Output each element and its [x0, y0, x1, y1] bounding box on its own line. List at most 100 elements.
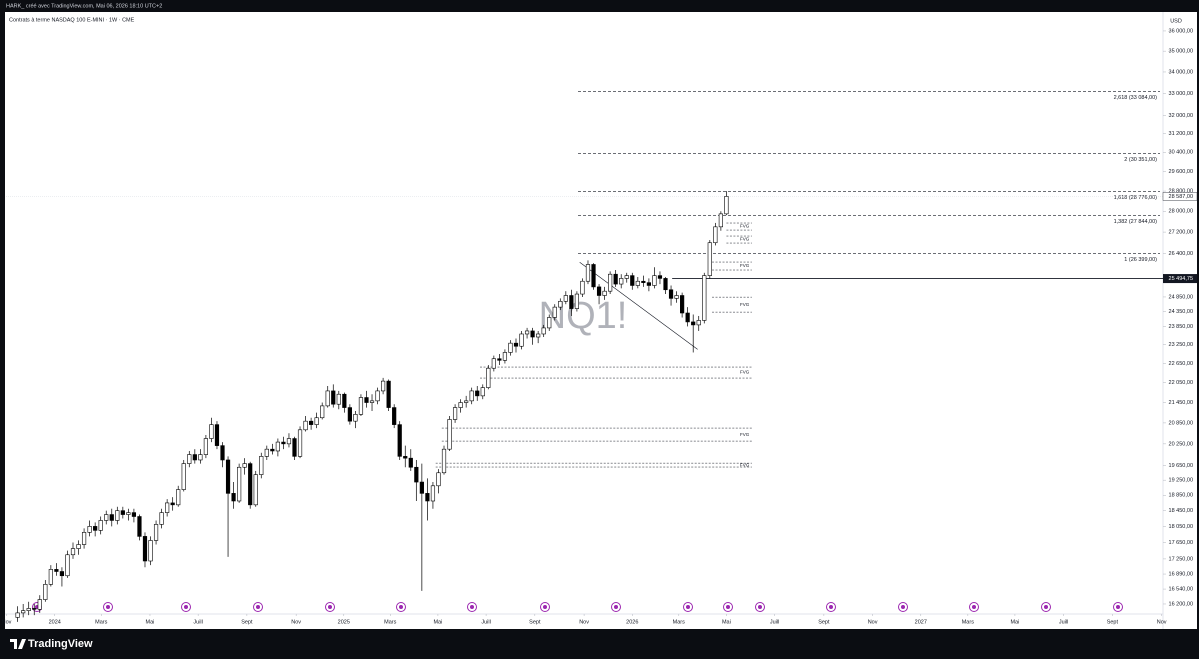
y-tick-label: 19 250,00	[1169, 478, 1193, 484]
event-icon-dot	[470, 605, 474, 609]
candle-body	[87, 526, 92, 533]
chart-title: Contrats à terme NASDAQ 100 E-MINI · 1W …	[9, 17, 135, 23]
candle-body	[619, 278, 624, 285]
candle-body	[397, 424, 402, 457]
fvg-label: FVG	[740, 224, 750, 229]
x-tick-label: Mai	[1010, 619, 1019, 625]
candle-body	[37, 599, 42, 610]
y-tick-label: 30 400,00	[1169, 150, 1193, 156]
y-tick-label: 32 000,00	[1169, 113, 1193, 119]
event-icon-dot	[328, 605, 332, 609]
candle-body	[502, 352, 508, 361]
event-icon-dot	[614, 605, 618, 609]
candle-body	[369, 400, 375, 403]
x-tick-label: Juill	[1059, 619, 1068, 625]
candle-body	[452, 407, 458, 420]
candle-body	[580, 280, 585, 295]
x-tick-label: Nov	[2, 619, 12, 625]
candle-body	[192, 454, 197, 461]
x-tick-label: Mai	[433, 619, 442, 625]
candle-body	[552, 306, 557, 318]
event-icon-dot	[256, 605, 260, 609]
candle-body	[364, 397, 369, 403]
candle-body	[153, 524, 159, 541]
watermark: NQ1!	[539, 295, 628, 337]
candle-body	[325, 390, 330, 407]
last-price-label: 28 587,00	[1169, 194, 1193, 200]
candle-body	[93, 526, 98, 531]
candle-body	[513, 342, 519, 347]
candle-body	[26, 608, 31, 611]
y-tick-label: 20 250,00	[1169, 441, 1193, 447]
candle-body	[292, 438, 297, 457]
candle-body	[530, 330, 535, 338]
fvg-label: FVG	[740, 462, 750, 467]
logo-mark	[10, 639, 26, 649]
candle-body	[713, 226, 718, 244]
candle-body	[414, 466, 419, 483]
candle-body	[674, 295, 679, 299]
candle-body	[237, 466, 242, 502]
currency-label: USD	[1170, 18, 1182, 24]
candle-body	[613, 273, 618, 285]
candle-body	[702, 275, 707, 321]
fib-label: 1,618 (28 776,00)	[1114, 195, 1158, 201]
fvg-label: FVG	[740, 432, 750, 437]
candle-body	[347, 407, 352, 422]
y-tick-label: 18 850,00	[1169, 493, 1193, 499]
candle-body	[21, 610, 26, 614]
candle-body	[386, 380, 391, 408]
candle-body	[159, 512, 164, 525]
candle-body	[691, 321, 696, 326]
y-tick-label: 29 600,00	[1169, 169, 1193, 175]
candle-body	[480, 387, 485, 397]
event-icon-dot	[829, 605, 833, 609]
candle-body	[353, 414, 358, 422]
price-badge	[1163, 274, 1197, 284]
candle-body	[48, 569, 53, 585]
x-tick-label: Juill	[193, 619, 202, 625]
x-tick-label: Mai	[722, 619, 731, 625]
x-tick-label: Sept	[818, 619, 830, 625]
candle-body	[203, 438, 209, 455]
fvg-label: FVG	[740, 302, 750, 307]
y-tick-label: 24 350,00	[1169, 309, 1193, 315]
x-tick-label: Mars	[384, 619, 396, 625]
candle-body	[109, 514, 114, 521]
candle-body	[569, 295, 574, 309]
candle-body	[680, 295, 685, 314]
candle-body	[663, 278, 668, 291]
candle-body	[270, 448, 275, 452]
y-tick-label: 19 650,00	[1169, 463, 1193, 469]
candle-body	[436, 472, 441, 487]
candle-body	[491, 358, 496, 369]
y-tick-label: 16 540,00	[1169, 587, 1193, 593]
candle-body	[126, 512, 131, 515]
candle-body	[408, 457, 413, 468]
candle-body	[403, 456, 408, 459]
candle-body	[630, 275, 635, 286]
price-badge-label: 25 494,75	[1169, 276, 1193, 282]
candle-body	[419, 481, 424, 494]
candle-body	[214, 424, 220, 446]
candle-body	[54, 569, 59, 572]
candle-body	[707, 242, 712, 276]
candle-body	[563, 295, 568, 302]
candle-body	[70, 548, 76, 556]
candle-body	[170, 502, 175, 506]
candle-body	[131, 512, 137, 517]
y-tick-label: 24 850,00	[1169, 294, 1193, 300]
candle-body	[657, 275, 663, 279]
candle-body	[181, 463, 186, 490]
candle-body	[430, 485, 436, 502]
candle-body	[320, 405, 325, 419]
fib-label: 2 (30 351,00)	[1124, 157, 1157, 163]
y-tick-label: 34 000,00	[1169, 69, 1193, 75]
candle-body	[220, 445, 225, 461]
event-icon-dot	[686, 605, 690, 609]
candle-body	[547, 317, 552, 329]
candle-body	[81, 532, 87, 545]
candle-body	[259, 456, 264, 475]
y-tick-label: 28 800,00	[1169, 189, 1193, 195]
